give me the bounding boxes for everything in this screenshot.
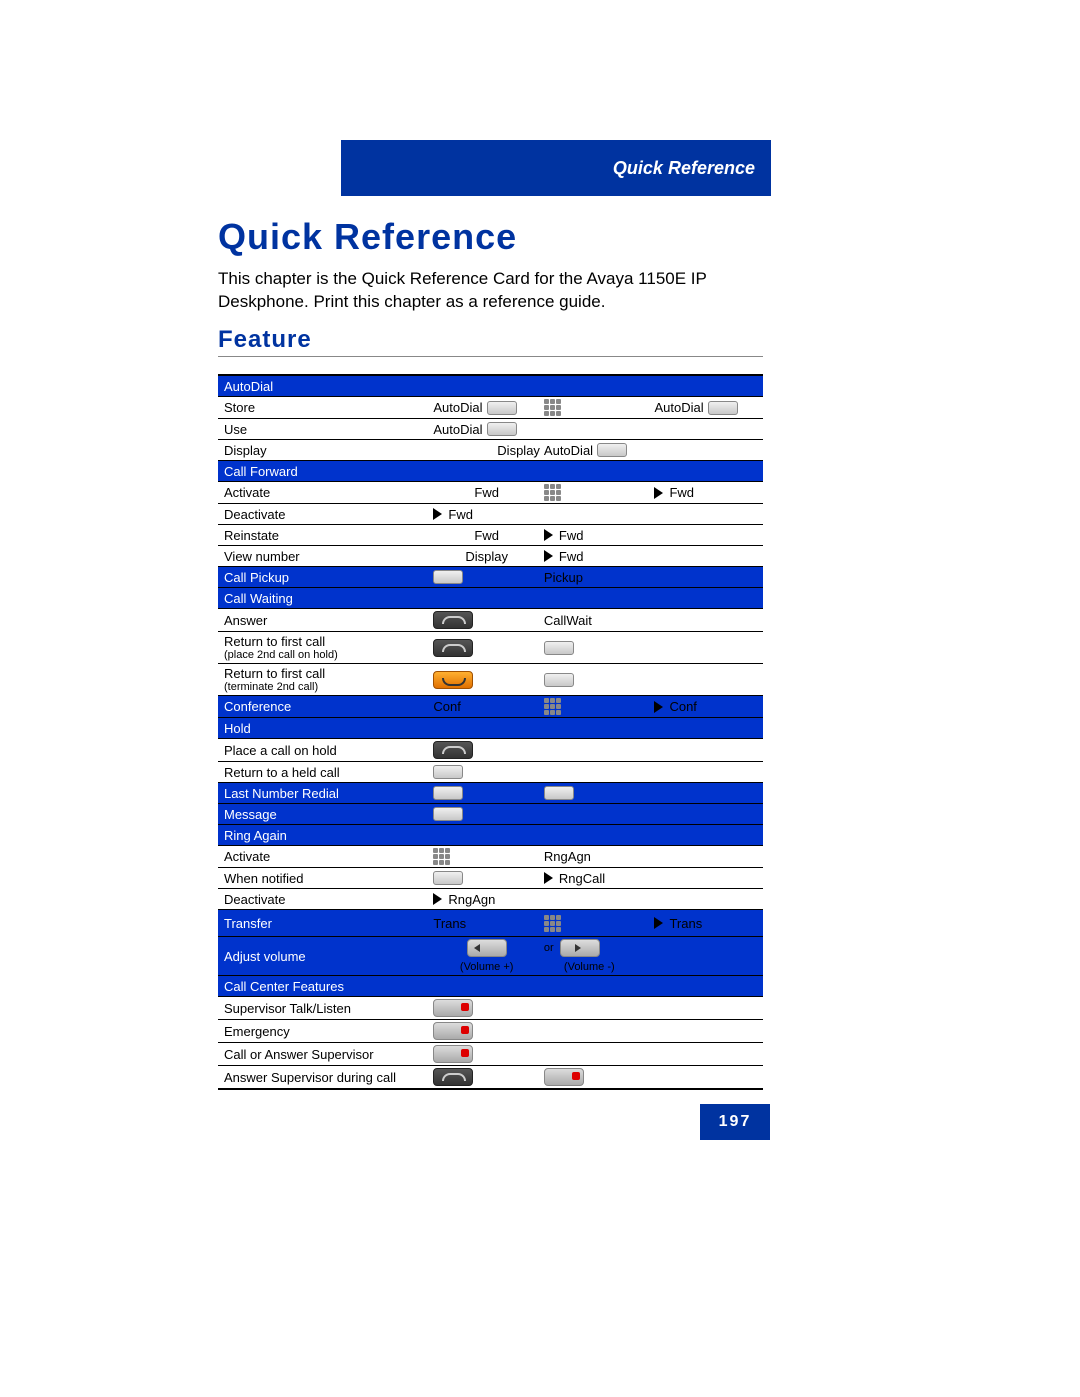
softkey-icon xyxy=(544,641,574,655)
header-hold: Hold xyxy=(218,718,763,739)
handset-button-icon xyxy=(433,741,473,759)
play-icon xyxy=(654,917,663,929)
row-store: Store AutoDial AutoDial xyxy=(218,397,763,419)
row-view-number: View number Display Fwd xyxy=(218,546,763,567)
intro-text: This chapter is the Quick Reference Card… xyxy=(218,268,763,314)
header-message: Message xyxy=(218,804,763,825)
row-reinstate: Reinstate Fwd Fwd xyxy=(218,525,763,546)
row-ring-activate: Activate RngAgn xyxy=(218,846,763,868)
softkey-icon xyxy=(433,786,463,800)
volume-up-icon xyxy=(467,939,507,957)
softkey-icon xyxy=(597,443,627,457)
play-icon xyxy=(433,893,442,905)
header-autodial: AutoDial xyxy=(218,376,763,397)
row-answer: Answer CallWait xyxy=(218,609,763,632)
header-call-forward: Call Forward xyxy=(218,461,763,482)
row-return-held: Return to a held call xyxy=(218,762,763,783)
header-transfer: Transfer Trans Trans xyxy=(218,910,763,937)
header-conference: Conference Conf Conf xyxy=(218,696,763,718)
header-cc-features: Call Center Features xyxy=(218,976,763,997)
feature-table: AutoDial Store AutoDial AutoDial Use Aut… xyxy=(218,374,763,1090)
softkey-icon xyxy=(708,401,738,415)
supervisor-button-icon xyxy=(433,999,473,1017)
row-sup-talk: Supervisor Talk/Listen xyxy=(218,997,763,1020)
header-last-redial: Last Number Redial xyxy=(218,783,763,804)
keypad-icon xyxy=(544,915,561,932)
section-rule xyxy=(218,356,763,357)
softkey-icon xyxy=(433,871,463,885)
handset-button-icon xyxy=(433,639,473,657)
row-when-notified: When notified RngCall xyxy=(218,868,763,889)
row-ans-sup: Answer Supervisor during call xyxy=(218,1066,763,1090)
row-emergency: Emergency xyxy=(218,1020,763,1043)
row-place-hold: Place a call on hold xyxy=(218,739,763,762)
release-button-icon xyxy=(433,671,473,689)
softkey-icon xyxy=(544,786,574,800)
supervisor-button-icon xyxy=(433,1045,473,1063)
play-icon xyxy=(544,872,553,884)
supervisor-button-icon xyxy=(544,1068,584,1086)
softkey-icon xyxy=(487,422,517,436)
page-number: 197 xyxy=(700,1104,770,1140)
header-call-pickup: Call Pickup Pickup xyxy=(218,567,763,588)
row-display: Display Display AutoDial xyxy=(218,440,763,461)
softkey-icon xyxy=(433,807,463,821)
header-call-waiting: Call Waiting xyxy=(218,588,763,609)
keypad-icon xyxy=(544,399,561,416)
emergency-button-icon xyxy=(433,1022,473,1040)
row-call-sup: Call or Answer Supervisor xyxy=(218,1043,763,1066)
header-ring-again: Ring Again xyxy=(218,825,763,846)
row-ring-deactivate: Deactivate RngAgn xyxy=(218,889,763,910)
softkey-icon xyxy=(433,570,463,584)
header-label: Quick Reference xyxy=(613,158,755,179)
document-page: Quick Reference Quick Reference This cha… xyxy=(0,0,1080,1397)
keypad-icon xyxy=(544,484,561,501)
softkey-icon xyxy=(487,401,517,415)
row-return-terminate: Return to first call (terminate 2nd call… xyxy=(218,664,763,696)
softkey-icon xyxy=(544,673,574,687)
play-icon xyxy=(654,701,663,713)
play-icon xyxy=(654,487,663,499)
row-return-hold: Return to first call (place 2nd call on … xyxy=(218,632,763,664)
row-activate-fwd: Activate Fwd Fwd xyxy=(218,482,763,504)
header-adjust-volume: Adjust volume (Volume +) or (Volume -) xyxy=(218,937,763,976)
play-icon xyxy=(544,529,553,541)
play-icon xyxy=(544,550,553,562)
play-icon xyxy=(433,508,442,520)
row-use: Use AutoDial xyxy=(218,419,763,440)
section-heading: Feature xyxy=(218,326,312,354)
row-deactivate-fwd: Deactivate Fwd xyxy=(218,504,763,525)
page-title: Quick Reference xyxy=(218,216,517,258)
keypad-icon xyxy=(433,848,450,865)
volume-down-icon xyxy=(560,939,600,957)
softkey-icon xyxy=(433,765,463,779)
handset-button-icon xyxy=(433,611,473,629)
header-bar: Quick Reference xyxy=(341,140,771,196)
hdr-label: AutoDial xyxy=(218,377,431,396)
keypad-icon xyxy=(544,698,561,715)
handset-button-icon xyxy=(433,1068,473,1086)
